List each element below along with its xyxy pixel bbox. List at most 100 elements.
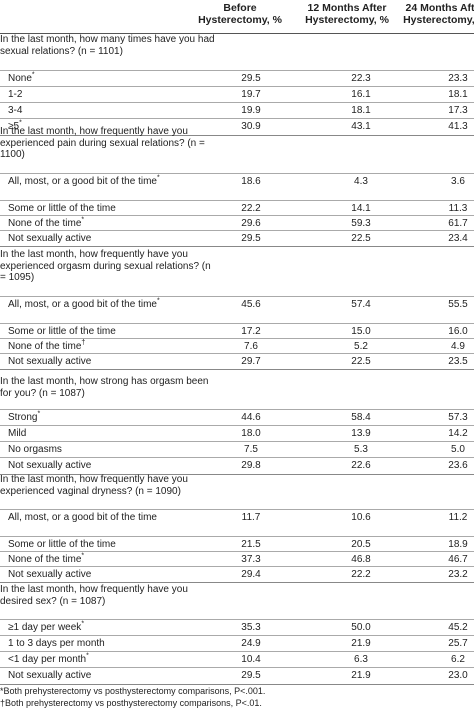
header-12-months: 12 Months After Hysterectomy, % xyxy=(305,2,389,26)
value-12-months: 4.3 xyxy=(354,176,368,187)
value-before: 29.8 xyxy=(241,460,261,471)
value-24-months: 46.7 xyxy=(448,554,468,565)
table-row: Some or little of the time 22.2 14.1 11.3 xyxy=(0,201,474,216)
header-24-months: 24 Months After Hysterectomy, % xyxy=(403,2,474,26)
value-24-months: 41.3 xyxy=(448,121,468,132)
section-question: In the last month, how frequently have y… xyxy=(0,584,188,607)
table-row: 1 to 3 days per month 24.9 21.9 25.7 xyxy=(0,636,474,652)
value-24-months: 55.5 xyxy=(448,299,468,310)
section-question: In the last month, how frequently have y… xyxy=(0,249,211,283)
value-24-months: 14.2 xyxy=(448,428,468,439)
row-divider xyxy=(0,200,474,201)
value-before: 29.5 xyxy=(241,670,261,681)
value-before: 29.6 xyxy=(241,218,261,229)
value-12-months: 16.1 xyxy=(351,89,371,100)
value-24-months: 11.2 xyxy=(448,512,468,523)
row-divider xyxy=(0,619,474,620)
value-24-months: 4.9 xyxy=(451,341,465,352)
table-row: Not sexually active 29.7 22.5 23.5 xyxy=(0,354,474,369)
value-24-months: 23.5 xyxy=(448,356,468,367)
row-divider xyxy=(0,102,474,103)
value-before: 29.5 xyxy=(241,73,261,84)
value-12-months: 18.1 xyxy=(351,105,371,116)
value-12-months: 22.3 xyxy=(351,73,371,84)
row-divider xyxy=(0,635,474,636)
table-row: Mild 18.0 13.9 14.2 xyxy=(0,426,474,442)
value-12-months: 59.3 xyxy=(351,218,371,229)
value-before: 22.2 xyxy=(241,203,261,214)
table-row: ≥1 day per week* 35.3 50.0 45.2 xyxy=(0,620,474,636)
value-before: 29.5 xyxy=(241,233,261,244)
row-divider xyxy=(0,338,474,339)
value-24-months: 57.3 xyxy=(448,412,468,423)
row-label: All, most, or a good bit of the time xyxy=(8,512,157,523)
value-12-months: 22.5 xyxy=(351,233,371,244)
row-label: Not sexually active xyxy=(8,356,92,367)
table-row: All, most, or a good bit of the time* 45.… xyxy=(0,297,474,324)
footnote: *Both prehysterectomy vs posthysterectom… xyxy=(0,686,266,696)
table-row: None of the time† 7.6 5.2 4.9 xyxy=(0,339,474,354)
section-question: In the last month, how frequently have y… xyxy=(0,126,205,160)
value-24-months: 25.7 xyxy=(448,638,468,649)
section-question: In the last month, how strong has orgasm… xyxy=(0,376,209,399)
table-row: Not sexually active 29.5 21.9 23.0 xyxy=(0,668,474,684)
value-before: 37.3 xyxy=(241,554,261,565)
row-label: None* xyxy=(8,71,35,84)
value-before: 7.6 xyxy=(244,341,258,352)
row-divider xyxy=(0,173,474,174)
value-12-months: 20.5 xyxy=(351,539,371,550)
value-24-months: 61.7 xyxy=(448,218,468,229)
row-label: Some or little of the time xyxy=(8,539,116,550)
value-12-months: 22.2 xyxy=(351,569,371,580)
footnote: †Both prehysterectomy vs posthysterectom… xyxy=(0,698,262,708)
table-row: None of the time* 29.6 59.3 61.7 xyxy=(0,216,474,231)
section-divider xyxy=(0,474,474,475)
row-divider xyxy=(0,651,474,652)
row-divider xyxy=(0,457,474,458)
row-label: Not sexually active xyxy=(8,569,92,580)
row-divider xyxy=(0,215,474,216)
value-before: 29.4 xyxy=(241,569,261,580)
row-label: Mild xyxy=(8,428,27,439)
row-label: ≥1 day per week* xyxy=(8,620,85,633)
value-24-months: 18.1 xyxy=(448,89,468,100)
value-before: 35.3 xyxy=(241,622,261,633)
value-before: 24.9 xyxy=(241,638,261,649)
row-divider xyxy=(0,551,474,552)
row-divider xyxy=(0,353,474,354)
value-24-months: 17.3 xyxy=(448,105,468,116)
table-row: ≥5* 30.9 43.1 41.3 xyxy=(0,119,474,135)
section-divider xyxy=(0,582,474,583)
value-24-months: 23.2 xyxy=(448,569,468,580)
row-label: None of the time† xyxy=(8,339,86,352)
row-divider xyxy=(0,509,474,510)
table-row: Some or little of the time 21.5 20.5 18.9 xyxy=(0,537,474,552)
value-24-months: 16.0 xyxy=(448,326,468,337)
row-label: Some or little of the time xyxy=(8,326,116,337)
value-24-months: 3.6 xyxy=(451,176,465,187)
row-label: Strong* xyxy=(8,410,41,423)
table-row: Not sexually active 29.5 22.5 23.4 xyxy=(0,231,474,246)
value-12-months: 46.8 xyxy=(351,554,371,565)
table-row: Not sexually active 29.8 22.6 23.6 xyxy=(0,458,474,474)
value-before: 18.6 xyxy=(241,176,261,187)
row-divider xyxy=(0,230,474,231)
row-label: Some or little of the time xyxy=(8,203,116,214)
value-before: 30.9 xyxy=(241,121,261,132)
row-label: All, most, or a good bit of the time* xyxy=(8,297,160,310)
value-before: 19.7 xyxy=(241,89,261,100)
header-before: Before Hysterectomy, % xyxy=(198,2,282,26)
value-12-months: 21.9 xyxy=(351,638,371,649)
section-divider xyxy=(0,246,474,247)
table-row: Strong* 44.6 58.4 57.3 xyxy=(0,410,474,426)
row-label: None of the time* xyxy=(8,216,85,229)
row-label: Not sexually active xyxy=(8,233,92,244)
value-12-months: 21.9 xyxy=(351,670,371,681)
row-divider xyxy=(0,536,474,537)
row-divider xyxy=(0,86,474,87)
value-before: 10.4 xyxy=(241,654,261,665)
row-divider xyxy=(0,425,474,426)
value-24-months: 5.0 xyxy=(451,444,465,455)
table-row: None* 29.5 22.3 23.3 xyxy=(0,71,474,87)
value-before: 11.7 xyxy=(241,512,261,523)
